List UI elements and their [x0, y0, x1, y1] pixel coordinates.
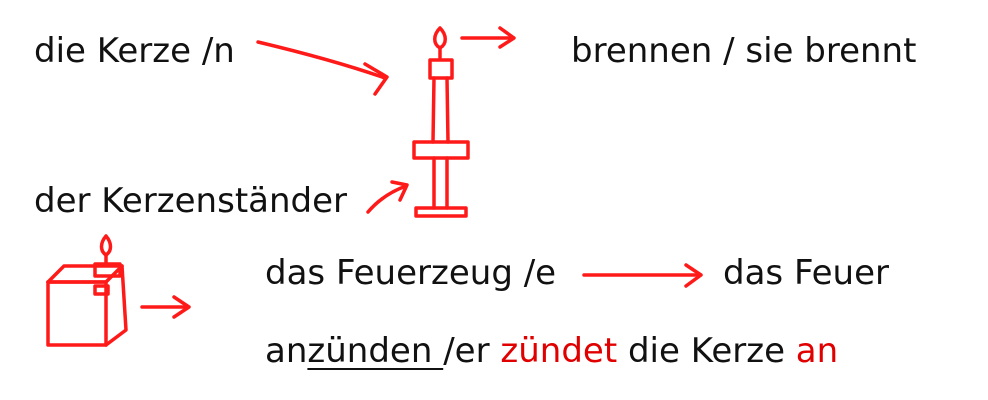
- candle-holder-icon: [412, 140, 470, 218]
- arrow-flame-to-brennen-icon: [460, 26, 516, 49]
- arrow-lighter-icon: [140, 295, 191, 319]
- verb-zuendet: zündet: [500, 331, 618, 371]
- vocab-anzuenden-sentence: anzünden /er zündet die Kerze an: [265, 334, 838, 368]
- arrow-staender-to-holder-icon: [366, 180, 409, 214]
- underlined-zuenden: zünden: [307, 331, 444, 371]
- vocab-die-kerze: die Kerze /n: [34, 31, 235, 71]
- lighter-icon: [46, 234, 128, 347]
- vocab-feuerzeug: das Feuerzeug /e: [265, 253, 557, 293]
- candle-icon: [428, 26, 454, 144]
- object-die-kerze: die Kerze: [617, 331, 796, 371]
- arrow-feuerzeug-to-feuer-icon: [582, 263, 703, 288]
- arrow-kerze-to-candle-icon: [256, 40, 389, 96]
- prefix-an: an: [265, 331, 308, 371]
- vocab-brennen: brennen / sie brennt: [571, 31, 917, 71]
- particle-an: an: [795, 331, 839, 371]
- vocab-feuer: das Feuer: [723, 253, 889, 293]
- pronoun-er: /er: [443, 331, 501, 371]
- vocab-kerzenstaender: der Kerzenständer: [34, 181, 348, 221]
